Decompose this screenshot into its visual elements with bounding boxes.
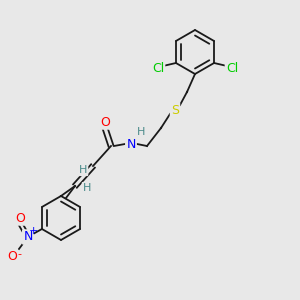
Text: Cl: Cl [152, 61, 164, 74]
Text: O: O [15, 212, 25, 224]
Text: S: S [171, 103, 179, 116]
Text: O: O [7, 250, 17, 262]
Text: N: N [126, 137, 136, 151]
Text: -: - [18, 249, 22, 259]
Text: +: + [29, 226, 39, 236]
Text: H: H [79, 165, 87, 175]
Text: Cl: Cl [226, 61, 238, 74]
Text: O: O [100, 116, 110, 128]
Text: H: H [83, 183, 91, 193]
Text: H: H [137, 127, 145, 137]
Text: N: N [23, 230, 33, 244]
